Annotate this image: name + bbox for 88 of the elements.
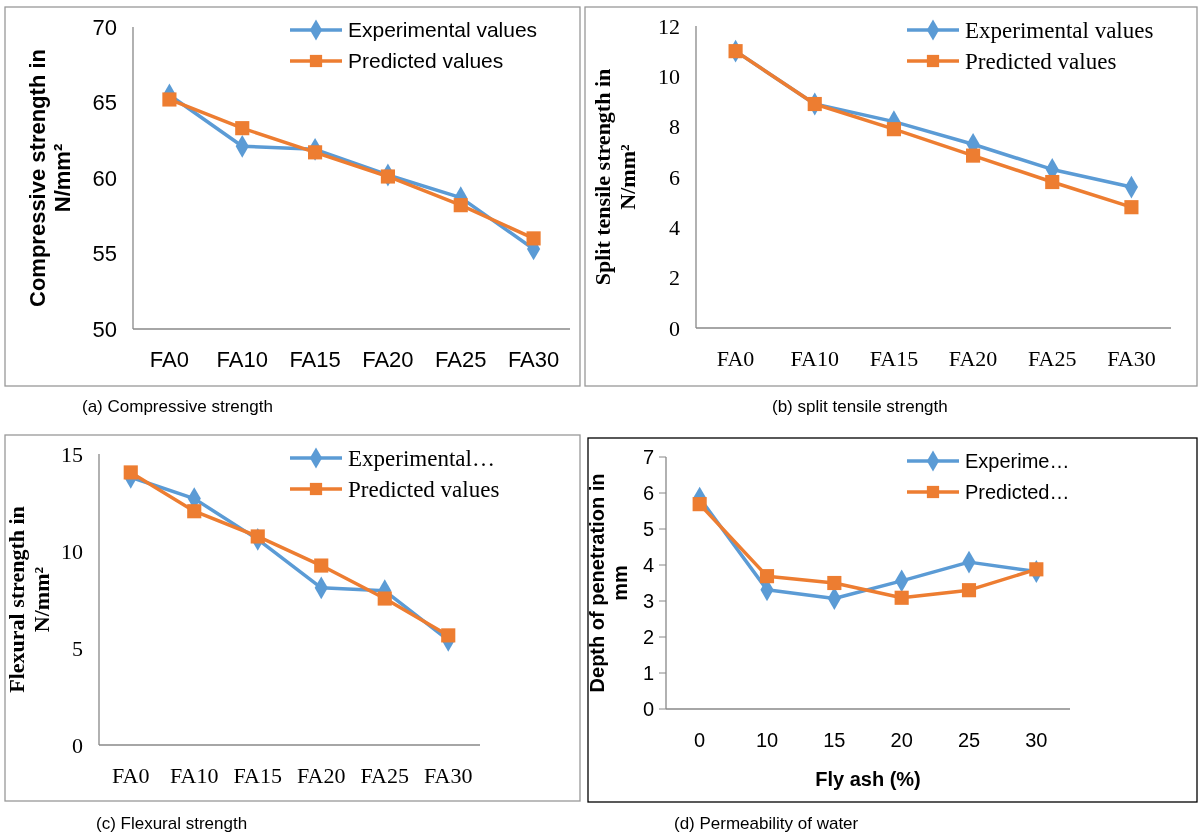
x-tick-label: FA25 xyxy=(435,347,487,372)
x-tick-label: FA15 xyxy=(233,763,282,788)
y-tick-label: 50 xyxy=(92,316,117,342)
y-tick-label: 5 xyxy=(72,635,83,661)
point xyxy=(308,145,323,160)
y-tick-label: 0 xyxy=(642,698,654,720)
point xyxy=(187,504,202,519)
point xyxy=(759,569,775,584)
x-tick-label: FA15 xyxy=(869,346,919,371)
x-tick-label: FA20 xyxy=(948,346,998,371)
x-tick-label: FA30 xyxy=(424,763,473,788)
point xyxy=(827,575,842,591)
y-tick-label: 10 xyxy=(658,64,680,90)
y-tick-label: 12 xyxy=(658,13,680,39)
y-tick-label: 6 xyxy=(642,482,654,504)
y-tick-label: 0 xyxy=(669,315,680,341)
x-tick-label: 20 xyxy=(890,729,913,751)
y-tick-label: 70 xyxy=(92,14,117,40)
y-tick-label: 4 xyxy=(642,554,654,576)
legend-label: Experime… xyxy=(965,450,1070,472)
x-tick-label: FA30 xyxy=(1107,346,1156,371)
point xyxy=(1029,562,1044,577)
y-tick-label: 55 xyxy=(92,241,117,267)
x-tick-label: FA10 xyxy=(790,346,839,371)
y-tick-label: 8 xyxy=(669,114,680,140)
y-tick-label: 65 xyxy=(92,90,117,116)
x-tick-label: FA0 xyxy=(149,347,189,372)
point xyxy=(728,44,743,59)
y-tick-label: 60 xyxy=(92,165,117,191)
y-axis-title: Split tensile strength in N/mm² xyxy=(590,68,641,286)
point xyxy=(1124,200,1139,215)
point xyxy=(377,591,392,606)
y-axis-title: Flexural strength in N/mm² xyxy=(4,506,55,693)
point xyxy=(894,590,909,605)
text: (c) Flexural strength xyxy=(96,814,248,833)
x-tick-label: 15 xyxy=(823,729,846,751)
y-axis-title: Compressive strength in N/mm² xyxy=(25,49,76,307)
y-axis-title: Depth of penetration in mm xyxy=(586,473,631,693)
point xyxy=(380,169,395,184)
text: (b) split tensile strength xyxy=(772,397,948,416)
y-tick-label: 2 xyxy=(642,626,654,648)
x-tick-label: FA20 xyxy=(297,763,346,788)
point xyxy=(123,465,138,480)
x-tick-label: FA25 xyxy=(360,763,409,788)
legend-label: Experimental values xyxy=(965,18,1154,44)
text: (d) Permeability of water xyxy=(674,814,859,833)
x-tick-label: FA10 xyxy=(170,763,219,788)
x-tick-label: 25 xyxy=(957,729,981,751)
legend-label: Experimental… xyxy=(348,446,495,472)
x-tick-label: FA10 xyxy=(216,347,268,372)
point xyxy=(961,583,977,598)
point xyxy=(235,121,250,136)
y-tick-label: 2 xyxy=(669,265,680,291)
text: (a) Compressive strength xyxy=(82,397,273,416)
point xyxy=(162,92,177,107)
point xyxy=(250,529,265,544)
legend-label: Predicted values xyxy=(348,477,500,503)
legend-label: Predicted values xyxy=(348,49,504,73)
point xyxy=(886,122,901,137)
y-tick-label: 6 xyxy=(669,164,680,190)
point xyxy=(314,558,329,573)
point xyxy=(1045,174,1060,190)
y-tick-label: 4 xyxy=(669,215,680,241)
x-tick-label: FA0 xyxy=(716,346,755,371)
y-tick-label: 1 xyxy=(642,662,654,684)
point xyxy=(441,628,456,643)
x-tick-label: FA0 xyxy=(112,763,150,788)
x-tick-label: 0 xyxy=(694,729,706,751)
y-tick-label: 10 xyxy=(61,538,83,564)
y-tick-label: 15 xyxy=(61,441,83,467)
legend-label: Predicted… xyxy=(965,481,1070,503)
y-tick-label: 3 xyxy=(642,590,654,612)
x-tick-label: FA20 xyxy=(362,347,414,372)
legend-label: Predicted values xyxy=(965,49,1117,75)
legend-label: Experimental values xyxy=(348,18,538,42)
point xyxy=(526,231,541,246)
x-tick-label: 30 xyxy=(1025,729,1048,751)
x-tick-label: FA25 xyxy=(1028,346,1077,371)
point xyxy=(453,198,468,213)
x-tick-label: 10 xyxy=(755,729,779,751)
x-tick-label: FA30 xyxy=(507,347,560,372)
y-tick-label: 5 xyxy=(642,518,654,540)
x-tick-label: FA15 xyxy=(289,347,341,372)
x-axis-title: Fly ash (%) xyxy=(815,768,921,790)
point xyxy=(692,497,707,512)
point xyxy=(966,148,981,163)
y-tick-label: 7 xyxy=(642,446,654,468)
point xyxy=(807,96,822,112)
